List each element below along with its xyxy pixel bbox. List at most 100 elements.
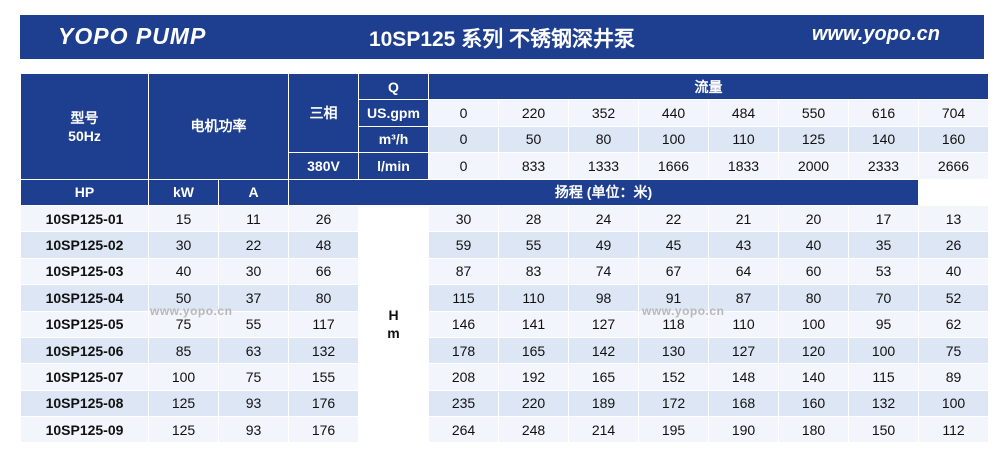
model-cell: 10SP125-08 — [20, 389, 149, 418]
flow-value: 616 — [848, 99, 919, 127]
head-value: 100 — [778, 310, 849, 338]
head-value: 100 — [848, 336, 919, 365]
head-value: 148 — [708, 363, 779, 391]
watermark-right: www.yopo.cn — [642, 304, 725, 318]
head-value: 87 — [428, 257, 499, 286]
kw-cell: 22 — [218, 231, 289, 259]
head-value: 235 — [428, 389, 499, 418]
head-value: 127 — [708, 336, 779, 365]
table-row: 10SP125-04 50 37 80 115 110 98 91 87 80 70 52 — [20, 284, 1000, 312]
kw-cell: 37 — [218, 284, 289, 312]
hp-cell: 100 — [148, 363, 219, 391]
head-value: 26 — [918, 231, 989, 259]
amp-cell: 176 — [288, 416, 359, 444]
head-value: 192 — [498, 363, 569, 391]
head-value: 172 — [638, 389, 709, 418]
head-unit-cell: H m — [358, 204, 429, 444]
voltage-header: 380V — [288, 152, 359, 180]
head-value: 152 — [638, 363, 709, 391]
head-value: 132 — [848, 389, 919, 418]
head-value: 49 — [568, 231, 639, 259]
head-value: 83 — [498, 257, 569, 286]
model-header-cell: 型号 50Hz — [20, 73, 149, 180]
head-value: 168 — [708, 389, 779, 418]
table-row: 10SP125-06 85 63 132 178 165 142 130 127 120 100 75 — [20, 336, 1000, 365]
flow-unit-q: Q — [358, 72, 429, 101]
flow-value: 484 — [708, 99, 779, 127]
table-row: 10SP125-02 30 22 48 59 55 49 45 43 40 35 26 — [20, 231, 1000, 259]
flow-value: 833 — [498, 152, 569, 180]
head-value: 87 — [708, 284, 779, 312]
model-cell: 10SP125-02 — [20, 231, 149, 259]
head-value: 214 — [568, 416, 639, 444]
head-value: 22 — [638, 204, 709, 233]
amp-cell: 117 — [288, 310, 359, 338]
head-value: 40 — [918, 257, 989, 286]
table-row: 10SP125-09 125 93 176 264 248 214 195 190 180 150 1… — [20, 416, 1000, 444]
kw-cell: 75 — [218, 363, 289, 391]
head-value: 95 — [848, 310, 919, 338]
flow-value: 140 — [848, 125, 919, 154]
hp-cell: 125 — [148, 389, 219, 418]
table-row: 10SP125-01 15 11 26 H m 30 28 24 22 21 20 17 13 — [20, 204, 1000, 444]
brand-name: YOPO PUMP — [58, 23, 207, 49]
head-value: 30 — [428, 204, 499, 233]
flow-unit: US.gpm — [358, 99, 429, 127]
head-value: 140 — [778, 363, 849, 391]
head-value: 55 — [498, 231, 569, 259]
website-link[interactable]: www.yopo.cn — [811, 23, 940, 45]
model-cell: 10SP125-09 — [20, 416, 149, 444]
hp-cell: 40 — [148, 257, 219, 286]
head-value: 110 — [708, 310, 779, 338]
unit-a: A — [218, 178, 289, 206]
head-value: 40 — [778, 231, 849, 259]
model-cell: 10SP125-06 — [20, 336, 149, 365]
flow-value: 2333 — [848, 152, 919, 180]
flow-value: 220 — [498, 99, 569, 127]
flow-value: 2000 — [778, 152, 849, 180]
head-value: 115 — [848, 363, 919, 391]
head-value: 220 — [498, 389, 569, 418]
amp-cell: 176 — [288, 389, 359, 418]
flow-value: 1666 — [638, 152, 709, 180]
head-header: 扬程 (单位：米) — [288, 178, 919, 206]
head-value: 13 — [918, 204, 989, 233]
model-header: 型号 — [70, 110, 99, 127]
flow-value: 1333 — [568, 152, 639, 180]
head-value: 74 — [568, 257, 639, 286]
flow-value: 125 — [778, 125, 849, 154]
flow-unit: m³/h — [358, 125, 429, 154]
head-value: 110 — [498, 284, 569, 312]
flow-unit: l/min — [358, 152, 429, 180]
head-value: 28 — [498, 204, 569, 233]
head-value: 59 — [428, 231, 499, 259]
head-value: 100 — [918, 389, 989, 418]
kw-cell: 93 — [218, 416, 289, 444]
frequency: 50Hz — [68, 128, 101, 145]
head-value: 20 — [778, 204, 849, 233]
head-value: 195 — [638, 416, 709, 444]
flow-value: 50 — [498, 125, 569, 154]
model-cell: 10SP125-01 — [20, 204, 149, 233]
table-row: 10SP125-05 75 55 117 146 141 127 118 110 100 95 62 — [20, 310, 1000, 338]
head-value: 60 — [778, 257, 849, 286]
model-cell: 10SP125-07 — [20, 363, 149, 391]
head-value: 264 — [428, 416, 499, 444]
hp-cell: 30 — [148, 231, 219, 259]
head-value: 146 — [428, 310, 499, 338]
three-phase-header: 三相 — [288, 72, 359, 154]
head-value: 120 — [778, 336, 849, 365]
hp-cell: 85 — [148, 336, 219, 365]
head-value: 248 — [498, 416, 569, 444]
flow-value: 704 — [918, 99, 989, 127]
flow-value: 2666 — [918, 152, 989, 180]
table-row: 10SP125-08 125 93 176 235 220 189 172 168 160 132 1… — [20, 389, 1000, 418]
head-value: 80 — [778, 284, 849, 312]
head-value: 52 — [918, 284, 989, 312]
head-value: 17 — [848, 204, 919, 233]
flow-header: 流量 — [428, 72, 989, 101]
flow-value: 0 — [428, 125, 499, 154]
head-value: 165 — [498, 336, 569, 365]
head-value: 89 — [918, 363, 989, 391]
model-cell: 10SP125-05 — [20, 310, 149, 338]
